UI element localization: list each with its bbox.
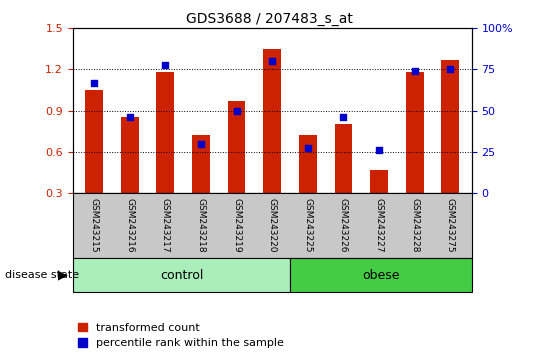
Text: GSM243220: GSM243220: [268, 198, 277, 253]
Text: GSM243218: GSM243218: [197, 198, 205, 253]
Bar: [370, 170, 388, 234]
Bar: [291, 258, 472, 292]
Text: ▶: ▶: [58, 269, 67, 282]
Bar: [441, 60, 459, 234]
Text: GSM243219: GSM243219: [232, 198, 241, 253]
Text: GDS3688 / 207483_s_at: GDS3688 / 207483_s_at: [186, 12, 353, 27]
Point: [232, 108, 241, 114]
Bar: [406, 72, 424, 234]
Bar: [156, 72, 174, 234]
Point: [161, 62, 170, 67]
Bar: [85, 90, 103, 234]
Point: [197, 141, 205, 147]
Point: [268, 58, 277, 64]
Point: [375, 147, 383, 153]
Point: [126, 114, 134, 120]
Legend: transformed count, percentile rank within the sample: transformed count, percentile rank withi…: [78, 322, 284, 348]
Text: GSM243225: GSM243225: [303, 198, 312, 253]
Bar: [73, 258, 291, 292]
Text: GSM243228: GSM243228: [410, 198, 419, 253]
Bar: [121, 117, 139, 234]
Text: disease state: disease state: [5, 270, 80, 280]
Point: [303, 145, 312, 151]
Point: [90, 80, 99, 85]
Point: [410, 68, 419, 74]
Bar: [263, 49, 281, 234]
Bar: [192, 135, 210, 234]
Text: GSM243215: GSM243215: [89, 198, 99, 253]
Text: GSM243226: GSM243226: [339, 198, 348, 253]
Bar: [299, 135, 317, 234]
Text: obese: obese: [362, 269, 400, 282]
Bar: [227, 101, 245, 234]
Point: [446, 67, 454, 72]
Text: GSM243275: GSM243275: [446, 198, 455, 253]
Text: control: control: [160, 269, 203, 282]
Text: GSM243216: GSM243216: [125, 198, 134, 253]
Point: [339, 114, 348, 120]
Text: GSM243227: GSM243227: [375, 198, 384, 253]
Bar: [335, 124, 353, 234]
Text: GSM243217: GSM243217: [161, 198, 170, 253]
